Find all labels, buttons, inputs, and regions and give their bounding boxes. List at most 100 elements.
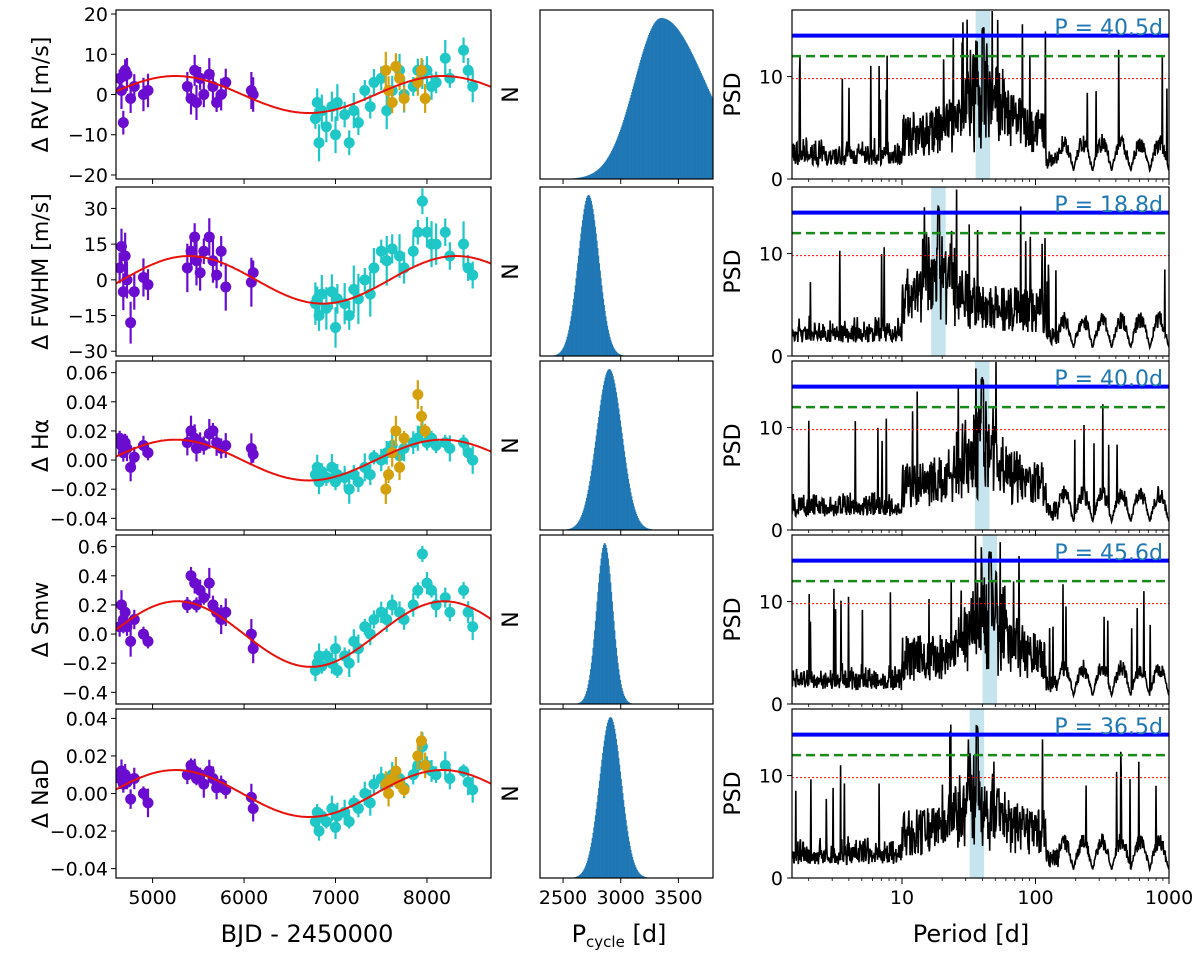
gold-point [390,425,402,437]
histogram-bar [626,109,628,179]
histogram-frame-2 [539,360,714,531]
timeseries-plot-2 [116,380,491,504]
histogram-bar [631,92,633,179]
cyan-point [430,238,442,250]
histogram-bar [617,402,619,530]
cyan-point [352,117,364,129]
histogram-bar [634,864,636,878]
histogram-bar [652,26,654,179]
histogram-bar [581,226,583,356]
histogram-bar [578,520,580,530]
histogram-bar [619,131,621,179]
histogram-bar [662,18,664,179]
x-tick-label: 7000 [311,887,359,909]
histogram-bar [581,514,583,530]
cyan-point [467,621,479,633]
histogram-y-label: N [499,611,524,627]
histogram-bar [623,117,626,179]
histogram-bar [695,60,697,179]
psd-y-label: PSD [721,597,746,641]
histogram-bar [588,175,590,179]
histogram-bar [602,298,605,356]
cycle-model-curve [116,438,491,482]
histogram-bar [586,175,588,179]
histogram-bar [595,435,597,530]
histogram-bar [619,764,621,878]
histogram-bar [579,240,581,356]
histogram-bar [657,19,659,179]
cyan-point [439,52,451,64]
histogram-bar [585,200,587,356]
cyan-point [467,269,479,281]
histogram-bar [574,525,576,530]
histogram-bar [630,492,632,530]
histogram-bar [617,136,619,179]
cyan-point [467,80,479,92]
timeseries-frame-0 [115,9,492,180]
histogram-bar [640,875,643,878]
purple-point [220,606,232,618]
histogram-bar [709,92,711,179]
histogram-bar [615,739,617,878]
histogram-bar [627,478,630,530]
histogram-bar [623,693,625,704]
histogram-bar [590,200,592,356]
y-tick-label: 0.02 [66,421,108,443]
y-tick-label: 0 [771,346,783,368]
purple-point [215,245,227,257]
histogram-bar [616,655,618,704]
histogram-bar [700,72,702,179]
histogram-bar [594,226,597,356]
cyan-point [458,584,470,596]
histogram-bar [598,416,600,530]
histogram-bar [607,558,609,704]
cyan-point [368,262,380,274]
histogram-bar [601,165,603,179]
histogram-bar [611,151,613,179]
histogram-bar [628,702,630,704]
cycle-model-curve [116,255,491,305]
histogram-bar [645,41,647,179]
histogram-bar [577,263,579,356]
histogram-bar [600,278,602,356]
histogram-bar [632,89,634,179]
histogram-bar [573,526,575,530]
histogram-bar [603,740,605,878]
cyan-point [375,245,387,257]
histogram-bar [569,321,571,356]
x-tick-label: 3500 [654,887,702,909]
histogram-frame-3 [539,534,714,705]
peak-period-label: P = 40.0d [1054,367,1163,392]
purple-point [125,317,137,329]
histogram-bar [594,630,596,704]
histogram-bar [607,720,609,878]
histogram-bar [646,39,648,179]
histogram-bar [615,733,617,878]
histogram-bar [595,611,597,704]
histogram-bar [606,159,608,179]
histogram-bar [631,853,633,878]
histogram-bar [621,688,623,704]
histogram-bar [581,177,583,179]
histogram-bar [577,521,580,530]
histogram-bar [625,819,627,878]
histogram-bar [612,611,614,704]
histogram-bar [698,67,700,179]
histogram-bar [591,465,593,530]
purple-point [142,797,154,809]
histogram-bar [654,22,656,179]
histogram-bar [557,353,559,356]
cyan-point [352,803,364,815]
gold-point [398,784,410,796]
y-tick-label: 0 [771,169,783,191]
periodogram-0 [792,10,1169,179]
histogram-bar [603,305,605,356]
histogram-bar [569,325,571,356]
histogram-bar [577,522,579,530]
histogram-bar [617,662,619,704]
histogram-bar [688,47,690,179]
psd-line [792,10,1169,173]
cyan-point [416,195,428,207]
histogram-bar [625,462,627,530]
histogram-bar [606,321,608,356]
